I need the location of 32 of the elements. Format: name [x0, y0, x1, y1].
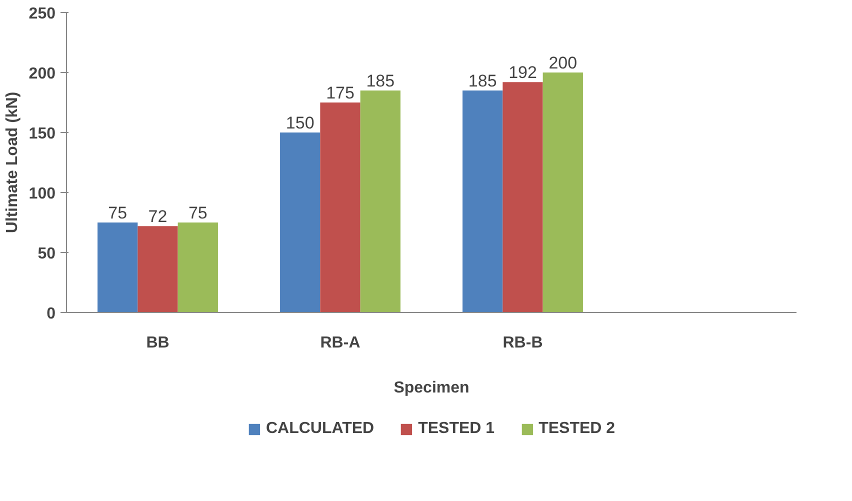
data-label: 75: [188, 204, 208, 222]
data-label: 75: [108, 204, 128, 222]
y-tick-label: 150: [28, 126, 56, 142]
y-tick-label: 250: [28, 6, 56, 22]
bar: [320, 102, 360, 312]
bar: [178, 222, 218, 312]
y-tick-label: 50: [38, 246, 56, 262]
x-axis-title: Specimen: [394, 380, 470, 396]
data-label: 192: [508, 63, 537, 82]
data-label: 185: [468, 72, 497, 90]
bar: [360, 90, 400, 312]
bar: [502, 82, 543, 312]
y-tick-label: 0: [46, 306, 56, 322]
legend-label: TESTED 1: [418, 420, 495, 438]
bar: [98, 222, 138, 312]
y-axis-title: Ultimate Load (kN): [4, 92, 21, 234]
x-tick-label: RB-A: [320, 334, 361, 352]
y-tick-label: 200: [28, 66, 56, 82]
bar: [542, 72, 583, 312]
data-label: 185: [366, 72, 395, 90]
bar: [280, 132, 320, 312]
legend-label: TESTED 2: [538, 420, 616, 438]
y-tick-label: 100: [28, 186, 56, 202]
x-tick-label: RB-B: [502, 334, 543, 352]
data-label: 200: [548, 54, 578, 72]
bar: [462, 90, 503, 312]
data-label: 175: [326, 84, 354, 102]
legend-label: CALCULATED: [266, 420, 374, 438]
bar: [138, 226, 178, 312]
data-label: 150: [286, 114, 314, 132]
x-tick-label: BB: [146, 334, 170, 352]
data-label: 72: [148, 207, 168, 226]
